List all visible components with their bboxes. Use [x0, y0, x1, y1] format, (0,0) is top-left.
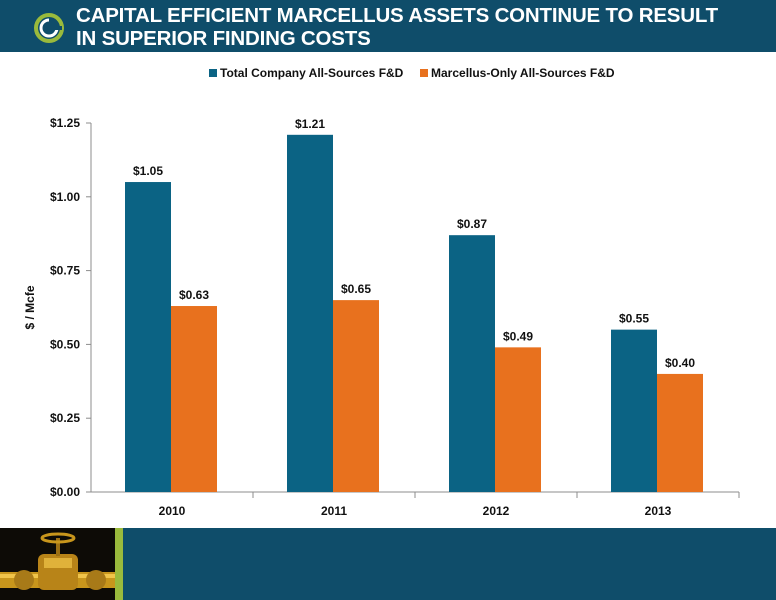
header-banner: CAPITAL EFFICIENT MARCELLUS ASSETS CONTI…	[0, 0, 776, 52]
legend-label-2: Marcellus-Only All-Sources F&D	[431, 66, 615, 80]
footer-photo-valve	[0, 528, 115, 600]
company-logo-icon	[34, 13, 64, 43]
y-tick-label: $0.00	[50, 485, 80, 499]
y-tick-label: $1.00	[50, 190, 80, 204]
footer-accent-stripe	[115, 528, 123, 600]
bar-total-company-2011	[287, 134, 333, 493]
data-label-total-company-2011: $1.21	[295, 117, 325, 131]
y-axis-title: $ / Mcfe	[23, 285, 37, 329]
y-tick-label: $0.50	[50, 337, 80, 351]
y-tick-label: $0.75	[50, 264, 80, 278]
page-title-line-1: CAPITAL EFFICIENT MARCELLUS ASSETS CONTI…	[76, 4, 718, 27]
y-tick-label: $1.25	[50, 116, 80, 130]
x-tick-label: 2011	[321, 504, 347, 518]
bar-marcellus-only-2013	[657, 373, 703, 492]
page-title-line-2: IN SUPERIOR FINDING COSTS	[76, 27, 371, 50]
x-tick-label: 2010	[159, 504, 186, 518]
legend-label-1: Total Company All-Sources F&D	[220, 66, 404, 80]
data-label-total-company-2013: $0.55	[619, 312, 649, 326]
bar-total-company-2012	[449, 235, 495, 492]
legend-swatch-2	[420, 69, 428, 77]
finding-costs-bar-chart: Total Company All-Sources F&D Marcellus-O…	[23, 66, 740, 518]
footer-banner	[0, 528, 776, 600]
bar-total-company-2010	[125, 182, 171, 493]
data-label-marcellus-only-2012: $0.49	[503, 329, 533, 343]
x-tick-label: 2012	[483, 504, 510, 518]
data-label-marcellus-only-2011: $0.65	[341, 282, 371, 296]
data-label-total-company-2010: $1.05	[133, 164, 163, 178]
y-tick-label: $0.25	[50, 411, 80, 425]
bar-marcellus-only-2010	[171, 306, 217, 492]
bar-total-company-2013	[611, 329, 657, 492]
data-label-total-company-2012: $0.87	[457, 217, 487, 231]
valve-image-icon	[0, 528, 115, 600]
bar-marcellus-only-2011	[333, 300, 379, 492]
legend-swatch-1	[209, 69, 217, 77]
data-label-marcellus-only-2010: $0.63	[179, 288, 209, 302]
bar-marcellus-only-2012	[495, 347, 541, 492]
page-title: CAPITAL EFFICIENT MARCELLUS ASSETS CONTI…	[76, 4, 766, 50]
x-tick-label: 2013	[645, 504, 672, 518]
data-label-marcellus-only-2013: $0.40	[665, 356, 695, 370]
